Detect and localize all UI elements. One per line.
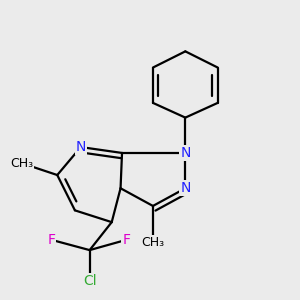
- Text: F: F: [122, 233, 130, 247]
- Text: N: N: [180, 146, 190, 160]
- Text: CH₃: CH₃: [11, 157, 34, 170]
- Text: CH₃: CH₃: [141, 236, 164, 249]
- Text: Cl: Cl: [83, 274, 97, 288]
- Text: N: N: [180, 181, 190, 195]
- Text: F: F: [47, 233, 56, 247]
- Text: N: N: [76, 140, 86, 154]
